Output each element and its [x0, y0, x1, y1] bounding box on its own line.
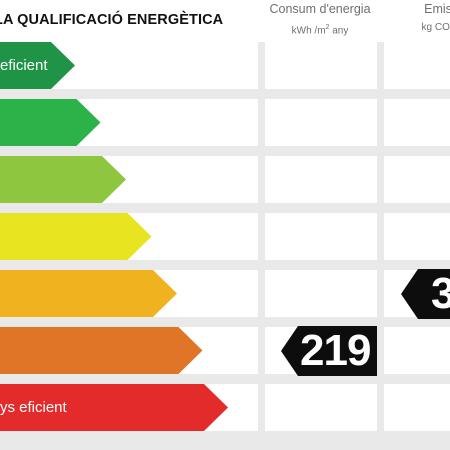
grid-cell	[265, 213, 377, 260]
page-title: LA QUALIFICACIÓ ENERGÈTICA	[0, 12, 224, 28]
grid-cell	[384, 42, 450, 89]
column-header-emissio: Emissio kg CO2 / m	[386, 2, 450, 39]
column-header-consum: Consum d'energia kWh /m2 any	[262, 2, 378, 38]
emissio-unit: kg CO2 / m	[386, 21, 450, 39]
grid-cell	[265, 384, 377, 431]
emissio-title: Emissio	[424, 2, 450, 16]
rating-arrow	[0, 327, 203, 374]
consum-unit-exponent: 2	[325, 24, 330, 31]
rating-arrow	[0, 270, 177, 317]
grid-cell	[384, 327, 450, 374]
consum-unit-base: kWh /m	[291, 25, 326, 37]
consum-value-badge: 219	[281, 326, 377, 376]
rating-arrow: ys eficient	[0, 384, 228, 431]
grid-cell	[265, 99, 377, 146]
emissio-unit-base: kg CO	[421, 22, 450, 33]
grid-cell	[384, 213, 450, 260]
grid-cell	[265, 270, 377, 317]
consum-unit: kWh /m2 any	[262, 21, 378, 38]
rating-arrow-label: ys eficient	[0, 399, 67, 416]
grid-cell	[265, 42, 377, 89]
consum-unit-suffix: any	[329, 25, 349, 37]
header: LA QUALIFICACIÓ ENERGÈTICA Consum d'ener…	[0, 0, 450, 42]
grid-cell	[384, 156, 450, 203]
rating-arrow	[0, 156, 126, 203]
grid-cell	[384, 384, 450, 431]
grid-cell	[384, 99, 450, 146]
grid-cell	[265, 156, 377, 203]
consum-title: Consum d'energia	[269, 2, 371, 16]
rating-arrow	[0, 99, 101, 146]
rating-arrow	[0, 213, 152, 260]
rating-arrow-label: eficient	[0, 57, 48, 74]
